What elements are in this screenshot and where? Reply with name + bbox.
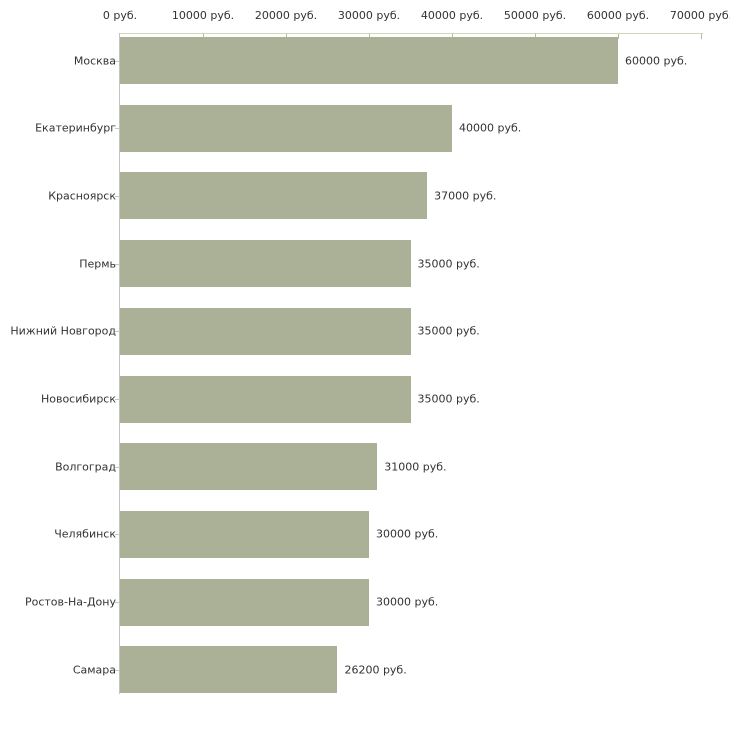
x-axis-tick (452, 34, 453, 39)
category-label: Нижний Новгород (10, 324, 116, 338)
category-label: Ростов-На-Дону (24, 595, 116, 609)
category-label: Волгоград (55, 460, 116, 474)
x-axis-tick-label: 70000 руб. (669, 9, 730, 22)
x-axis-tick-label: 60000 руб. (586, 9, 650, 22)
category-label: Новосибирск (40, 392, 116, 406)
category-label: Красноярск (48, 189, 116, 203)
x-axis-tick (369, 34, 370, 39)
x-axis-tick-label: 10000 руб. (171, 9, 235, 22)
bar (120, 37, 618, 84)
category-tick (115, 195, 119, 197)
x-axis-tick-label: 0 руб. (102, 9, 138, 22)
category-tick (115, 534, 119, 536)
bar (120, 172, 428, 220)
category-tick (115, 128, 119, 130)
value-label: 31000 руб. (384, 460, 447, 474)
category-tick (115, 263, 119, 265)
category-tick (115, 669, 119, 671)
bar (120, 646, 338, 694)
bar (120, 307, 411, 355)
value-label: 35000 руб. (417, 324, 480, 338)
value-label: 30000 руб. (376, 527, 439, 541)
value-label: 30000 руб. (376, 595, 439, 609)
bar (120, 375, 411, 423)
value-label: 37000 руб. (434, 189, 497, 203)
category-label: Москва (73, 54, 116, 67)
category-label: Екатеринбург (35, 121, 116, 135)
bar (120, 240, 411, 288)
value-label: 35000 руб. (417, 392, 480, 406)
value-label: 60000 руб. (625, 54, 688, 67)
x-axis-tick-label: 30000 руб. (337, 9, 401, 22)
bar (120, 104, 452, 152)
x-axis-tick (203, 34, 204, 39)
x-axis-tick (535, 34, 536, 39)
category-tick (115, 466, 119, 468)
category-tick (115, 399, 119, 400)
bar (120, 510, 369, 558)
x-axis-tick-label: 20000 руб. (254, 9, 318, 22)
y-axis-line (119, 33, 120, 694)
bar (120, 578, 369, 626)
x-axis-tick-label: 40000 руб. (420, 9, 484, 22)
x-axis-line (120, 33, 703, 34)
value-label: 35000 руб. (417, 257, 480, 271)
category-label: Пермь (79, 257, 116, 271)
category-label: Челябинск (54, 527, 116, 541)
value-label: 40000 руб. (459, 121, 522, 135)
value-label: 26200 руб. (344, 663, 407, 677)
category-tick (115, 602, 119, 604)
x-axis-tick (286, 34, 287, 39)
x-axis-tick (618, 34, 619, 39)
bar (120, 443, 378, 491)
category-tick (115, 60, 119, 62)
category-label: Самара (72, 663, 116, 677)
x-axis-tick-label: 50000 руб. (503, 9, 567, 22)
category-tick (115, 331, 119, 333)
x-axis-tick (701, 34, 702, 39)
